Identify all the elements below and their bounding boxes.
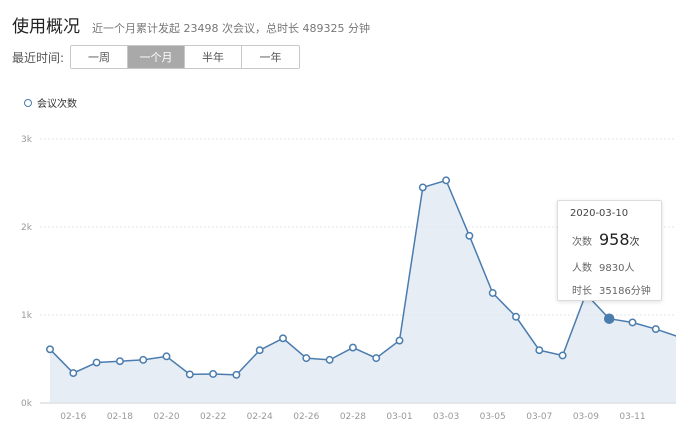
data-point[interactable] — [255, 346, 264, 355]
range-year-button[interactable]: 一年 — [242, 46, 300, 68]
data-point[interactable] — [185, 370, 194, 379]
x-tick-label: 03-01 — [386, 412, 412, 422]
data-point[interactable] — [488, 289, 497, 297]
legend-marker-icon — [24, 98, 32, 107]
data-point[interactable] — [209, 370, 218, 378]
y-tick-label: 0k — [21, 399, 33, 409]
tooltip-duration-value: 35186分钟 — [599, 286, 651, 297]
time-range-segmented-control: 一周 一个月 半年 一年 — [70, 45, 301, 69]
data-point[interactable] — [279, 334, 287, 343]
data-point[interactable] — [372, 354, 381, 363]
tooltip-count-unit: 次 — [629, 237, 640, 248]
data-point[interactable] — [162, 352, 171, 361]
time-range-label: 最近时间: — [12, 50, 65, 65]
data-point[interactable] — [69, 369, 78, 378]
x-tick-label: 03-03 — [433, 412, 459, 422]
data-point[interactable] — [558, 351, 567, 360]
y-tick-label: 2k — [21, 223, 33, 233]
x-tick-label: 03-05 — [480, 412, 506, 422]
tooltip-duration-row: 时长 35186分钟 — [572, 282, 651, 297]
data-point[interactable] — [302, 354, 311, 363]
data-point[interactable] — [232, 370, 241, 379]
tooltip-people-value: 9830人 — [599, 263, 635, 274]
y-tick-label: 1k — [21, 311, 33, 321]
x-tick-label: 02-28 — [340, 412, 366, 422]
range-month-button[interactable]: 一个月 — [128, 46, 186, 68]
x-tick-label: 02-18 — [107, 412, 133, 422]
tooltip-people-row: 人数 9830人 — [572, 259, 634, 274]
tooltip-people-label: 人数 — [572, 263, 592, 274]
x-tick-label: 02-24 — [247, 412, 273, 422]
data-point[interactable] — [46, 345, 54, 354]
data-point[interactable] — [395, 336, 404, 345]
page-header: 使用概况 近一个月累计发起 23498 次会议，总时长 489325 分钟 — [12, 12, 370, 37]
x-tick-label: 02-20 — [153, 412, 179, 422]
data-point[interactable] — [115, 357, 124, 366]
x-tick-label: 02-22 — [200, 412, 226, 422]
legend-label: 会议次数 — [37, 99, 77, 110]
x-tick-label: 03-09 — [573, 412, 599, 422]
chart-legend[interactable]: 会议次数 — [24, 95, 77, 110]
data-point[interactable] — [325, 355, 334, 364]
data-point[interactable] — [442, 176, 451, 185]
tooltip-count-row: 次数 958 次 — [572, 230, 640, 249]
data-point[interactable] — [139, 355, 148, 364]
data-point[interactable] — [512, 312, 520, 321]
data-point[interactable] — [535, 346, 544, 355]
time-range-filter: 最近时间: 一周 一个月 半年 一年 — [12, 45, 301, 69]
tooltip-date: 2020-03-10 — [570, 208, 629, 219]
x-tick-label: 02-16 — [60, 412, 86, 422]
range-week-button[interactable]: 一周 — [71, 46, 129, 68]
data-point[interactable] — [348, 343, 357, 352]
highlighted-data-point[interactable] — [603, 313, 615, 324]
series-area — [50, 180, 676, 403]
data-point[interactable] — [92, 358, 101, 367]
chart-tooltip: 2020-03-10 次数 958 次 人数 9830人 时长 35186分钟 — [557, 200, 662, 301]
x-tick-label: 03-11 — [619, 412, 645, 422]
data-point[interactable] — [465, 231, 474, 240]
data-point[interactable] — [418, 183, 427, 192]
x-tick-label: 03-07 — [526, 412, 552, 422]
usage-summary: 近一个月累计发起 23498 次会议，总时长 489325 分钟 — [92, 22, 370, 35]
tooltip-count-label: 次数 — [572, 237, 592, 248]
tooltip-count-value: 958 — [599, 230, 630, 249]
y-tick-label: 3k — [21, 135, 33, 145]
data-point[interactable] — [628, 318, 637, 327]
page-title: 使用概况 — [12, 17, 80, 37]
tooltip-duration-label: 时长 — [572, 286, 592, 297]
series-line — [49, 179, 676, 376]
range-half-year-button[interactable]: 半年 — [185, 46, 243, 68]
data-point[interactable] — [651, 325, 660, 334]
x-tick-label: 02-26 — [293, 412, 319, 422]
